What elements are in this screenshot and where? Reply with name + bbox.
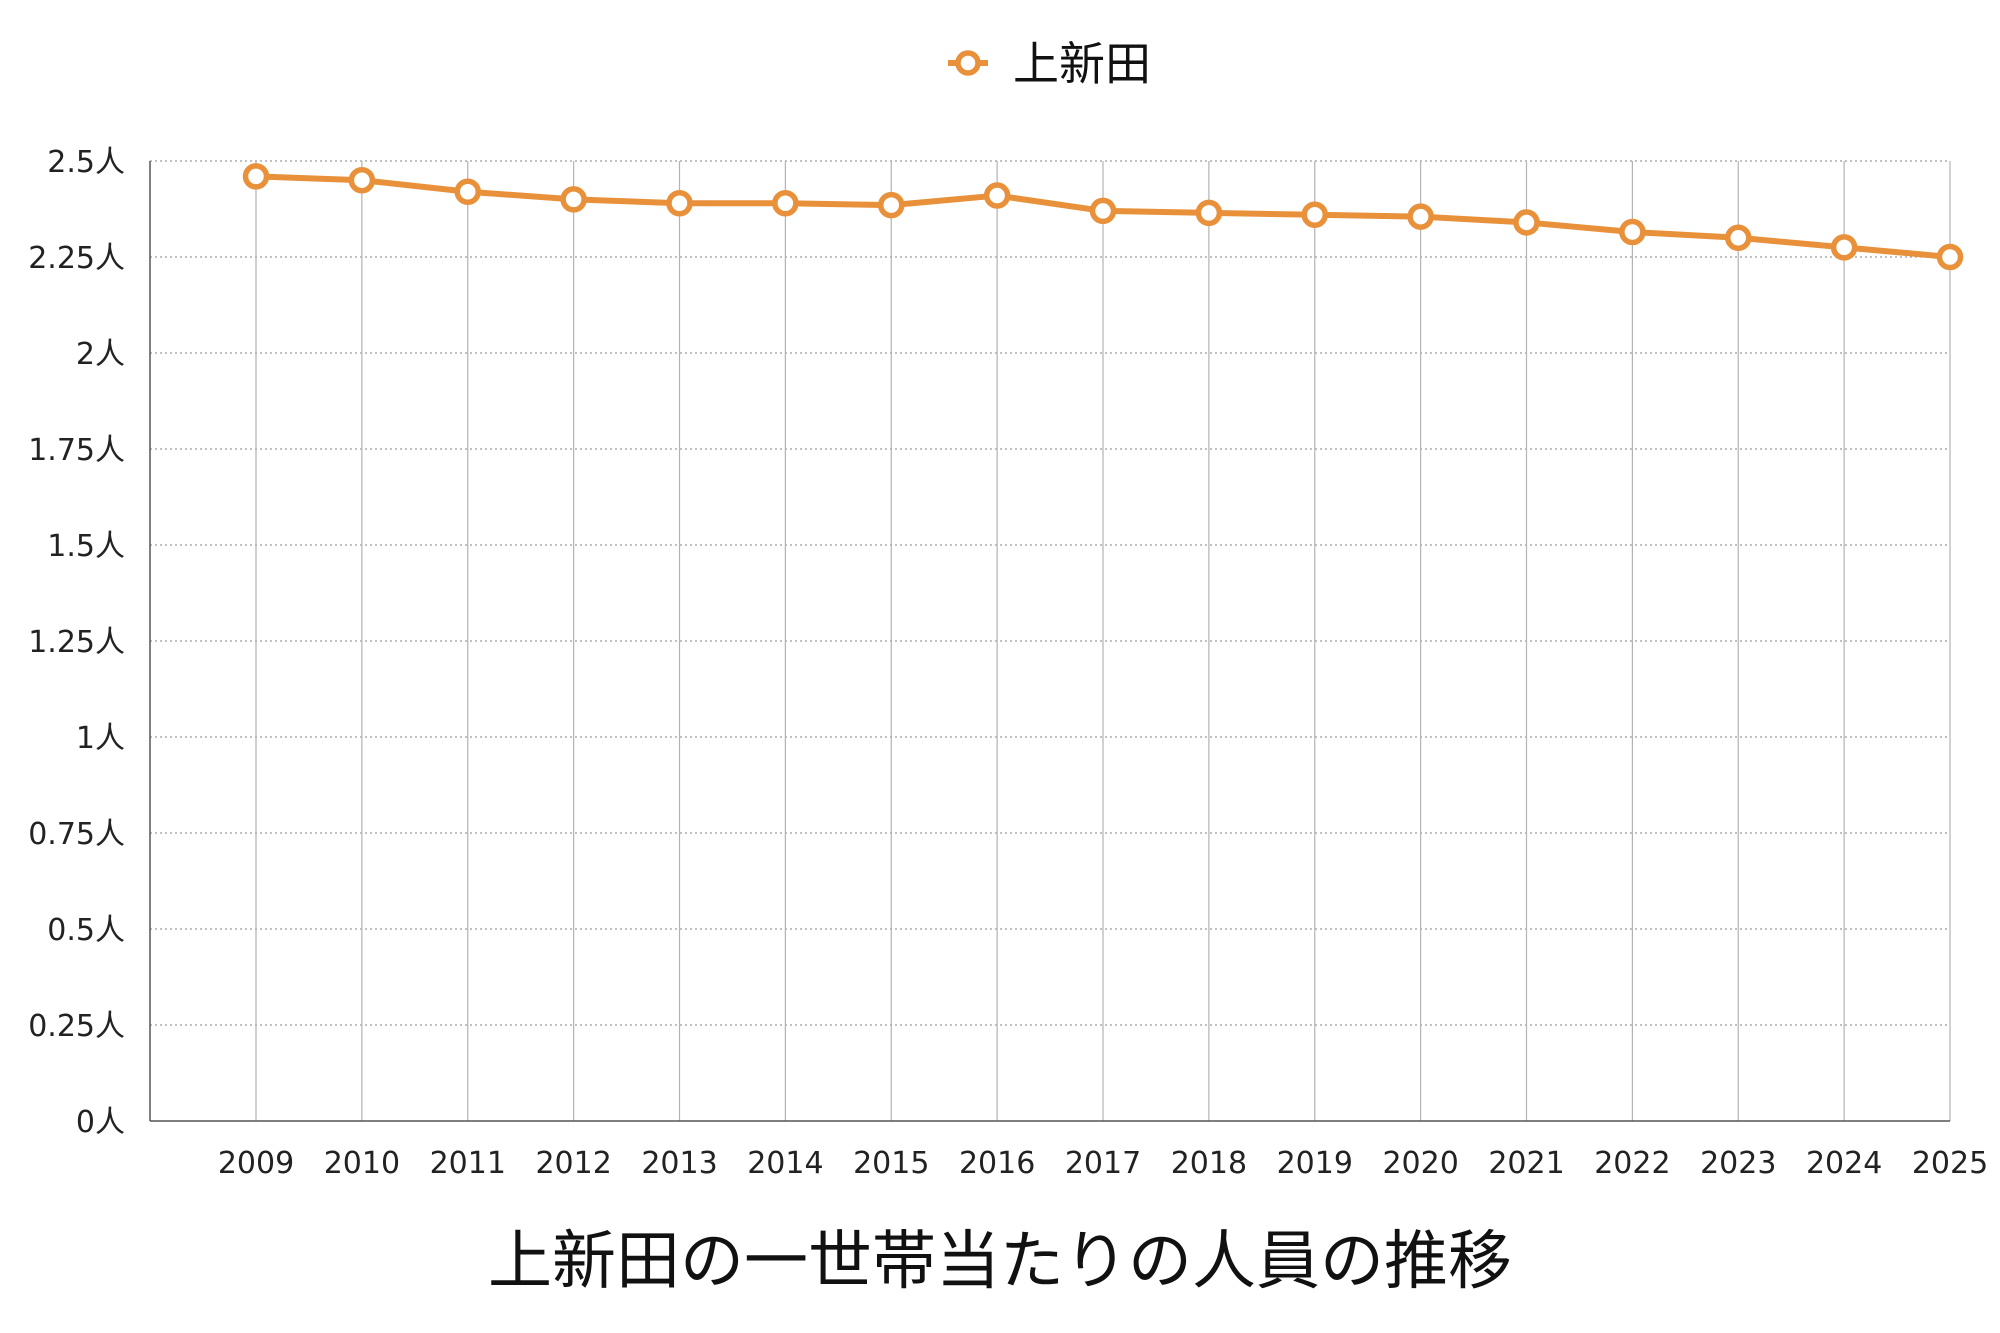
data-point: [1301, 201, 1328, 229]
data-point: [1195, 199, 1223, 227]
x-tick-label: 2019: [1277, 1146, 1353, 1181]
data-point: [1513, 209, 1540, 236]
y-tick-label: 1.75人: [28, 433, 125, 468]
data-point: [772, 189, 799, 217]
x-tick-label: 2024: [1806, 1146, 1882, 1181]
data-point: [454, 178, 481, 205]
y-axis-tick-labels: 0人 0.25人 0.5人 0.75人 1人 1.25人 1.5人 1.75人 2人 2.25人 2…: [28, 145, 125, 1140]
y-tick-label: 1.25人: [28, 625, 125, 660]
y-tick-label: 1人: [76, 721, 125, 756]
data-point: [1830, 234, 1858, 261]
x-axis-tick-labels: 2009 2010 2011 2012 2013 2014 2015 2016 2017 2018…: [218, 1146, 1988, 1181]
x-tick-label: 2017: [1065, 1146, 1141, 1181]
y-tick-label: 0.75人: [28, 817, 125, 852]
x-tick-label: 2020: [1382, 1146, 1458, 1181]
y-tick-label: 2.5人: [47, 145, 125, 180]
data-point: [1407, 203, 1434, 230]
legend-marker-swatch: [955, 50, 981, 76]
data-point: [666, 189, 693, 217]
x-tick-label: 2023: [1700, 1146, 1776, 1181]
data-point: [983, 182, 1011, 209]
x-tick-label: 2012: [535, 1146, 611, 1181]
x-tick-label: 2009: [218, 1146, 294, 1181]
data-point: [1619, 218, 1646, 246]
x-tick-label: 2011: [430, 1146, 506, 1181]
y-tick-label: 0.5人: [47, 913, 125, 948]
data-point: [242, 163, 270, 190]
x-tick-label: 2022: [1594, 1146, 1670, 1181]
y-tick-label: 2人: [76, 337, 125, 372]
y-tick-label: 2.25人: [28, 241, 125, 276]
grid: [150, 160, 1951, 1121]
data-point: [348, 166, 376, 194]
series-layer: [242, 163, 1964, 271]
data-point: [1936, 243, 1964, 271]
legend-label: 上新田: [1013, 37, 1151, 91]
x-tick-label: 2014: [747, 1146, 823, 1181]
x-tick-label: 2015: [853, 1146, 929, 1181]
x-tick-label: 2018: [1171, 1146, 1247, 1181]
y-tick-label: 0人: [76, 1105, 125, 1140]
x-tick-label: 2025: [1912, 1146, 1988, 1181]
x-tick-label: 2010: [324, 1146, 400, 1181]
chart-title: 上新田の一世帯当たりの人員の推移: [488, 1225, 1512, 1299]
data-point: [878, 191, 905, 219]
x-tick-label: 2013: [641, 1146, 717, 1181]
x-tick-label: 2021: [1488, 1146, 1564, 1181]
y-tick-label: 1.5人: [47, 529, 125, 564]
data-point: [1089, 197, 1117, 225]
x-tick-label: 2016: [959, 1146, 1035, 1181]
data-point: [1725, 224, 1752, 252]
y-tick-label: 0.25人: [28, 1009, 125, 1044]
axes: [149, 161, 1950, 1122]
legend: 上新田: [948, 37, 1151, 91]
data-point: [560, 186, 587, 213]
